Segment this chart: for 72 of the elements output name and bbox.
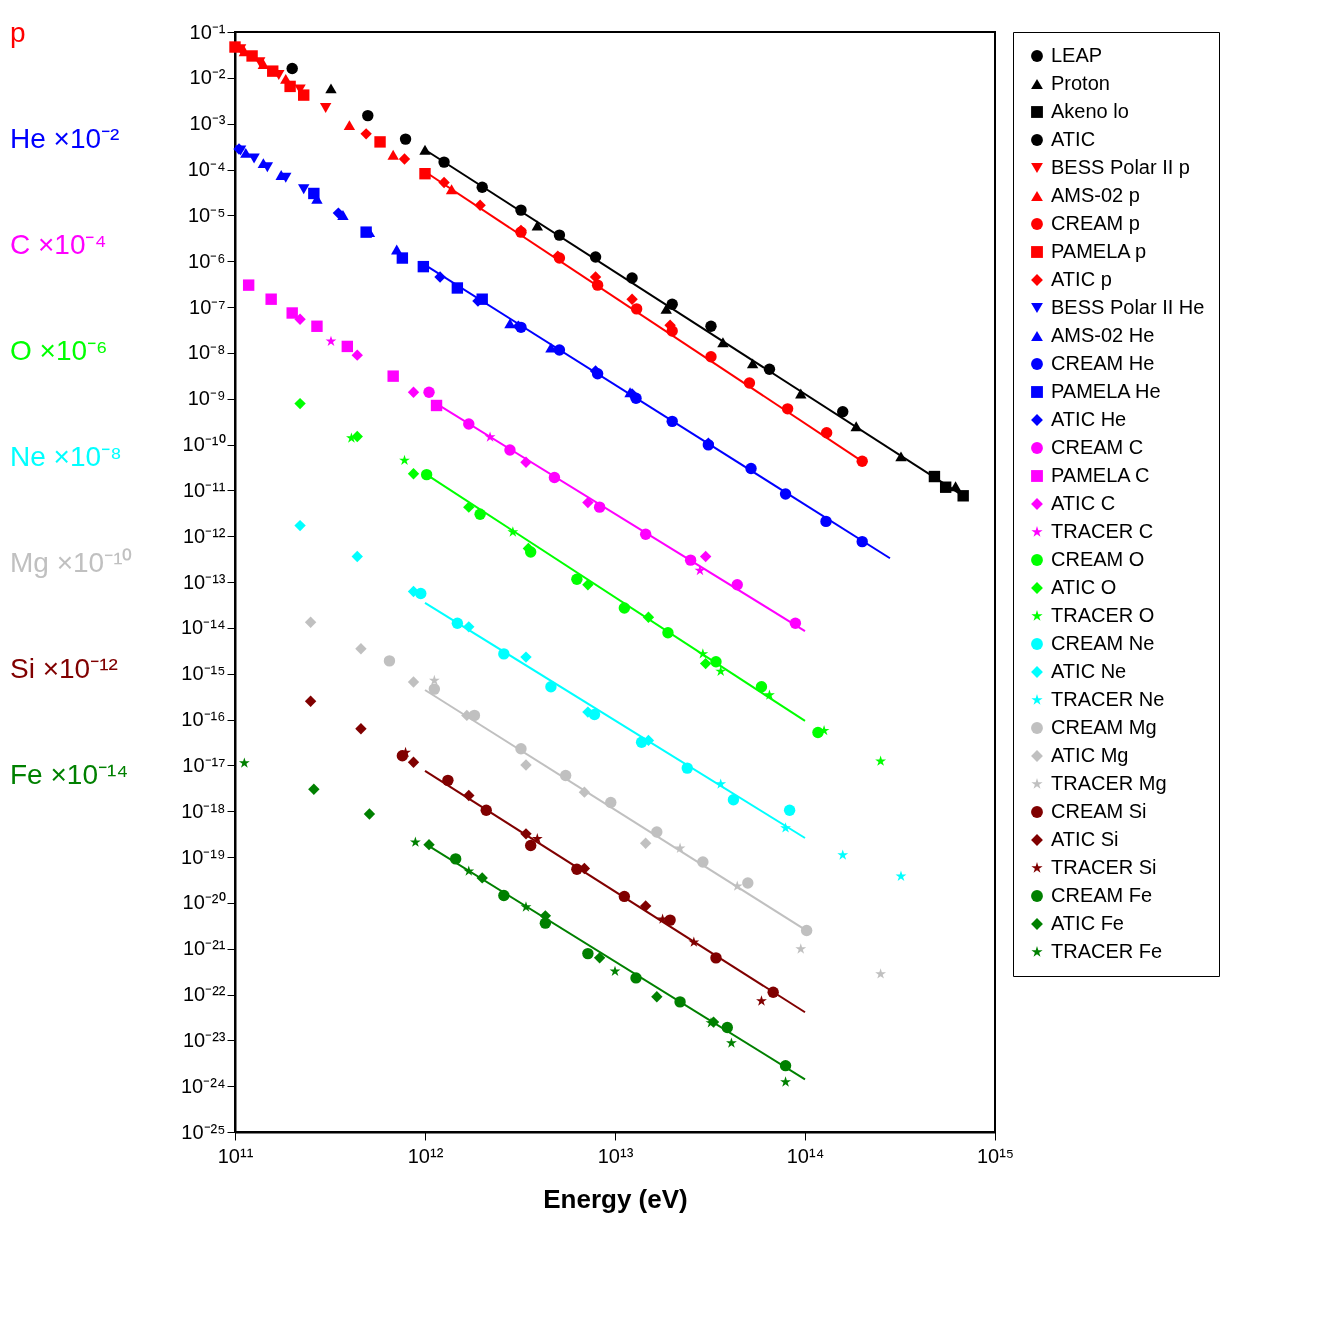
y-tick-label: 10⁻² — [189, 66, 226, 89]
legend-label: ATIC Si — [1051, 828, 1119, 850]
y-tick-label: 10⁻¹ — [189, 20, 226, 43]
legend-label: TRACER Mg — [1051, 772, 1167, 794]
legend-label: CREAM Si — [1051, 800, 1147, 822]
text: p — [10, 17, 26, 48]
y-tick-label: 10⁻⁹ — [187, 387, 226, 410]
legend-label: TRACER Ne — [1051, 688, 1165, 710]
legend-label: ATIC Fe — [1051, 912, 1124, 934]
x-tick-label: 10¹³ — [597, 1144, 634, 1167]
legend-label: AMS-02 He — [1051, 324, 1155, 346]
y-tick-label: 10⁻⁵ — [187, 203, 226, 226]
y-tick-label: 10⁻¹⁵ — [181, 662, 226, 685]
legend-label: BESS Polar II p — [1051, 156, 1190, 178]
y-tick-label: 10⁻¹³ — [182, 570, 226, 593]
y-tick-label: 10⁻⁴ — [187, 158, 226, 180]
y-tick-label: 10⁻¹⁴ — [181, 616, 226, 639]
legend-label: ATIC O — [1051, 576, 1117, 598]
x-tick-label: 10¹² — [407, 1144, 444, 1167]
y-tick-label: 10⁻²¹ — [182, 937, 226, 960]
text: Mg ×10⁻¹⁰ — [10, 547, 133, 578]
y-tick-label: 10⁻²³ — [182, 1028, 226, 1051]
legend-label: TRACER Si — [1051, 856, 1157, 878]
legend-label: PAMELA p — [1051, 240, 1147, 262]
x-axis-title: Energy (eV) — [543, 1183, 688, 1214]
x-tick-label: 10¹¹ — [217, 1144, 254, 1167]
text: C ×10⁻⁴ — [10, 229, 107, 260]
legend-label: CREAM C — [1051, 436, 1144, 458]
legend-label: PAMELA C — [1051, 464, 1150, 486]
text: He ×10⁻² — [10, 123, 120, 154]
legend-label: CREAM Fe — [1051, 884, 1153, 906]
legend-label: ATIC C — [1051, 492, 1116, 514]
text: Si ×10⁻¹² — [10, 653, 118, 684]
legend-label: ATIC He — [1051, 408, 1127, 430]
x-tick-label: 10¹⁴ — [786, 1144, 825, 1167]
y-tick-label: 10⁻¹² — [182, 524, 226, 547]
y-tick-label: 10⁻²² — [182, 983, 226, 1005]
legend-label: ATIC Mg — [1051, 744, 1129, 766]
legend-label: LEAP — [1051, 44, 1103, 66]
text: O ×10⁻⁶ — [10, 335, 108, 366]
legend-label: CREAM Ne — [1051, 632, 1155, 654]
legend-label: ATIC — [1051, 128, 1096, 150]
legend-label: BESS Polar II He — [1051, 296, 1205, 318]
y-tick-label: 10⁻²⁵ — [181, 1120, 226, 1143]
y-tick-label: 10⁻¹⁶ — [181, 708, 226, 730]
legend-label: CREAM O — [1051, 548, 1145, 570]
y-tick-label: 10⁻¹⁷ — [182, 753, 226, 776]
legend-label: TRACER C — [1051, 520, 1154, 542]
legend-label: TRACER O — [1051, 604, 1155, 626]
legend-label: Akeno lo — [1051, 100, 1129, 122]
y-tick-label: 10⁻¹⁹ — [181, 845, 226, 868]
legend-label: CREAM Mg — [1051, 716, 1157, 738]
y-tick-label: 10⁻³ — [189, 112, 226, 135]
legend-label: Proton — [1051, 72, 1110, 94]
y-tick-label: 10⁻¹¹ — [182, 478, 226, 501]
y-tick-label: 10⁻⁶ — [188, 249, 226, 272]
y-tick-label: 10⁻¹⁰ — [182, 433, 226, 455]
legend-label: TRACER Fe — [1051, 940, 1163, 962]
legend-label: PAMELA He — [1051, 380, 1161, 402]
y-tick-label: 10⁻²⁰ — [182, 891, 226, 914]
legend-label: ATIC p — [1051, 268, 1112, 290]
legend-label: ATIC Ne — [1051, 660, 1127, 682]
legend-label: AMS-02 p — [1051, 184, 1140, 206]
y-tick-label: 10⁻¹⁸ — [181, 799, 226, 822]
y-tick-label: 10⁻⁷ — [189, 295, 226, 318]
x-tick-label: 10¹⁵ — [976, 1144, 1015, 1167]
legend-label: CREAM p — [1051, 212, 1140, 234]
y-tick-label: 10⁻²⁴ — [181, 1074, 226, 1097]
legend-label: CREAM He — [1051, 352, 1155, 374]
y-tick-label: 10⁻⁸ — [187, 341, 226, 364]
text: Fe ×10⁻¹⁴ — [10, 759, 129, 790]
text: Ne ×10⁻⁸ — [10, 441, 122, 472]
